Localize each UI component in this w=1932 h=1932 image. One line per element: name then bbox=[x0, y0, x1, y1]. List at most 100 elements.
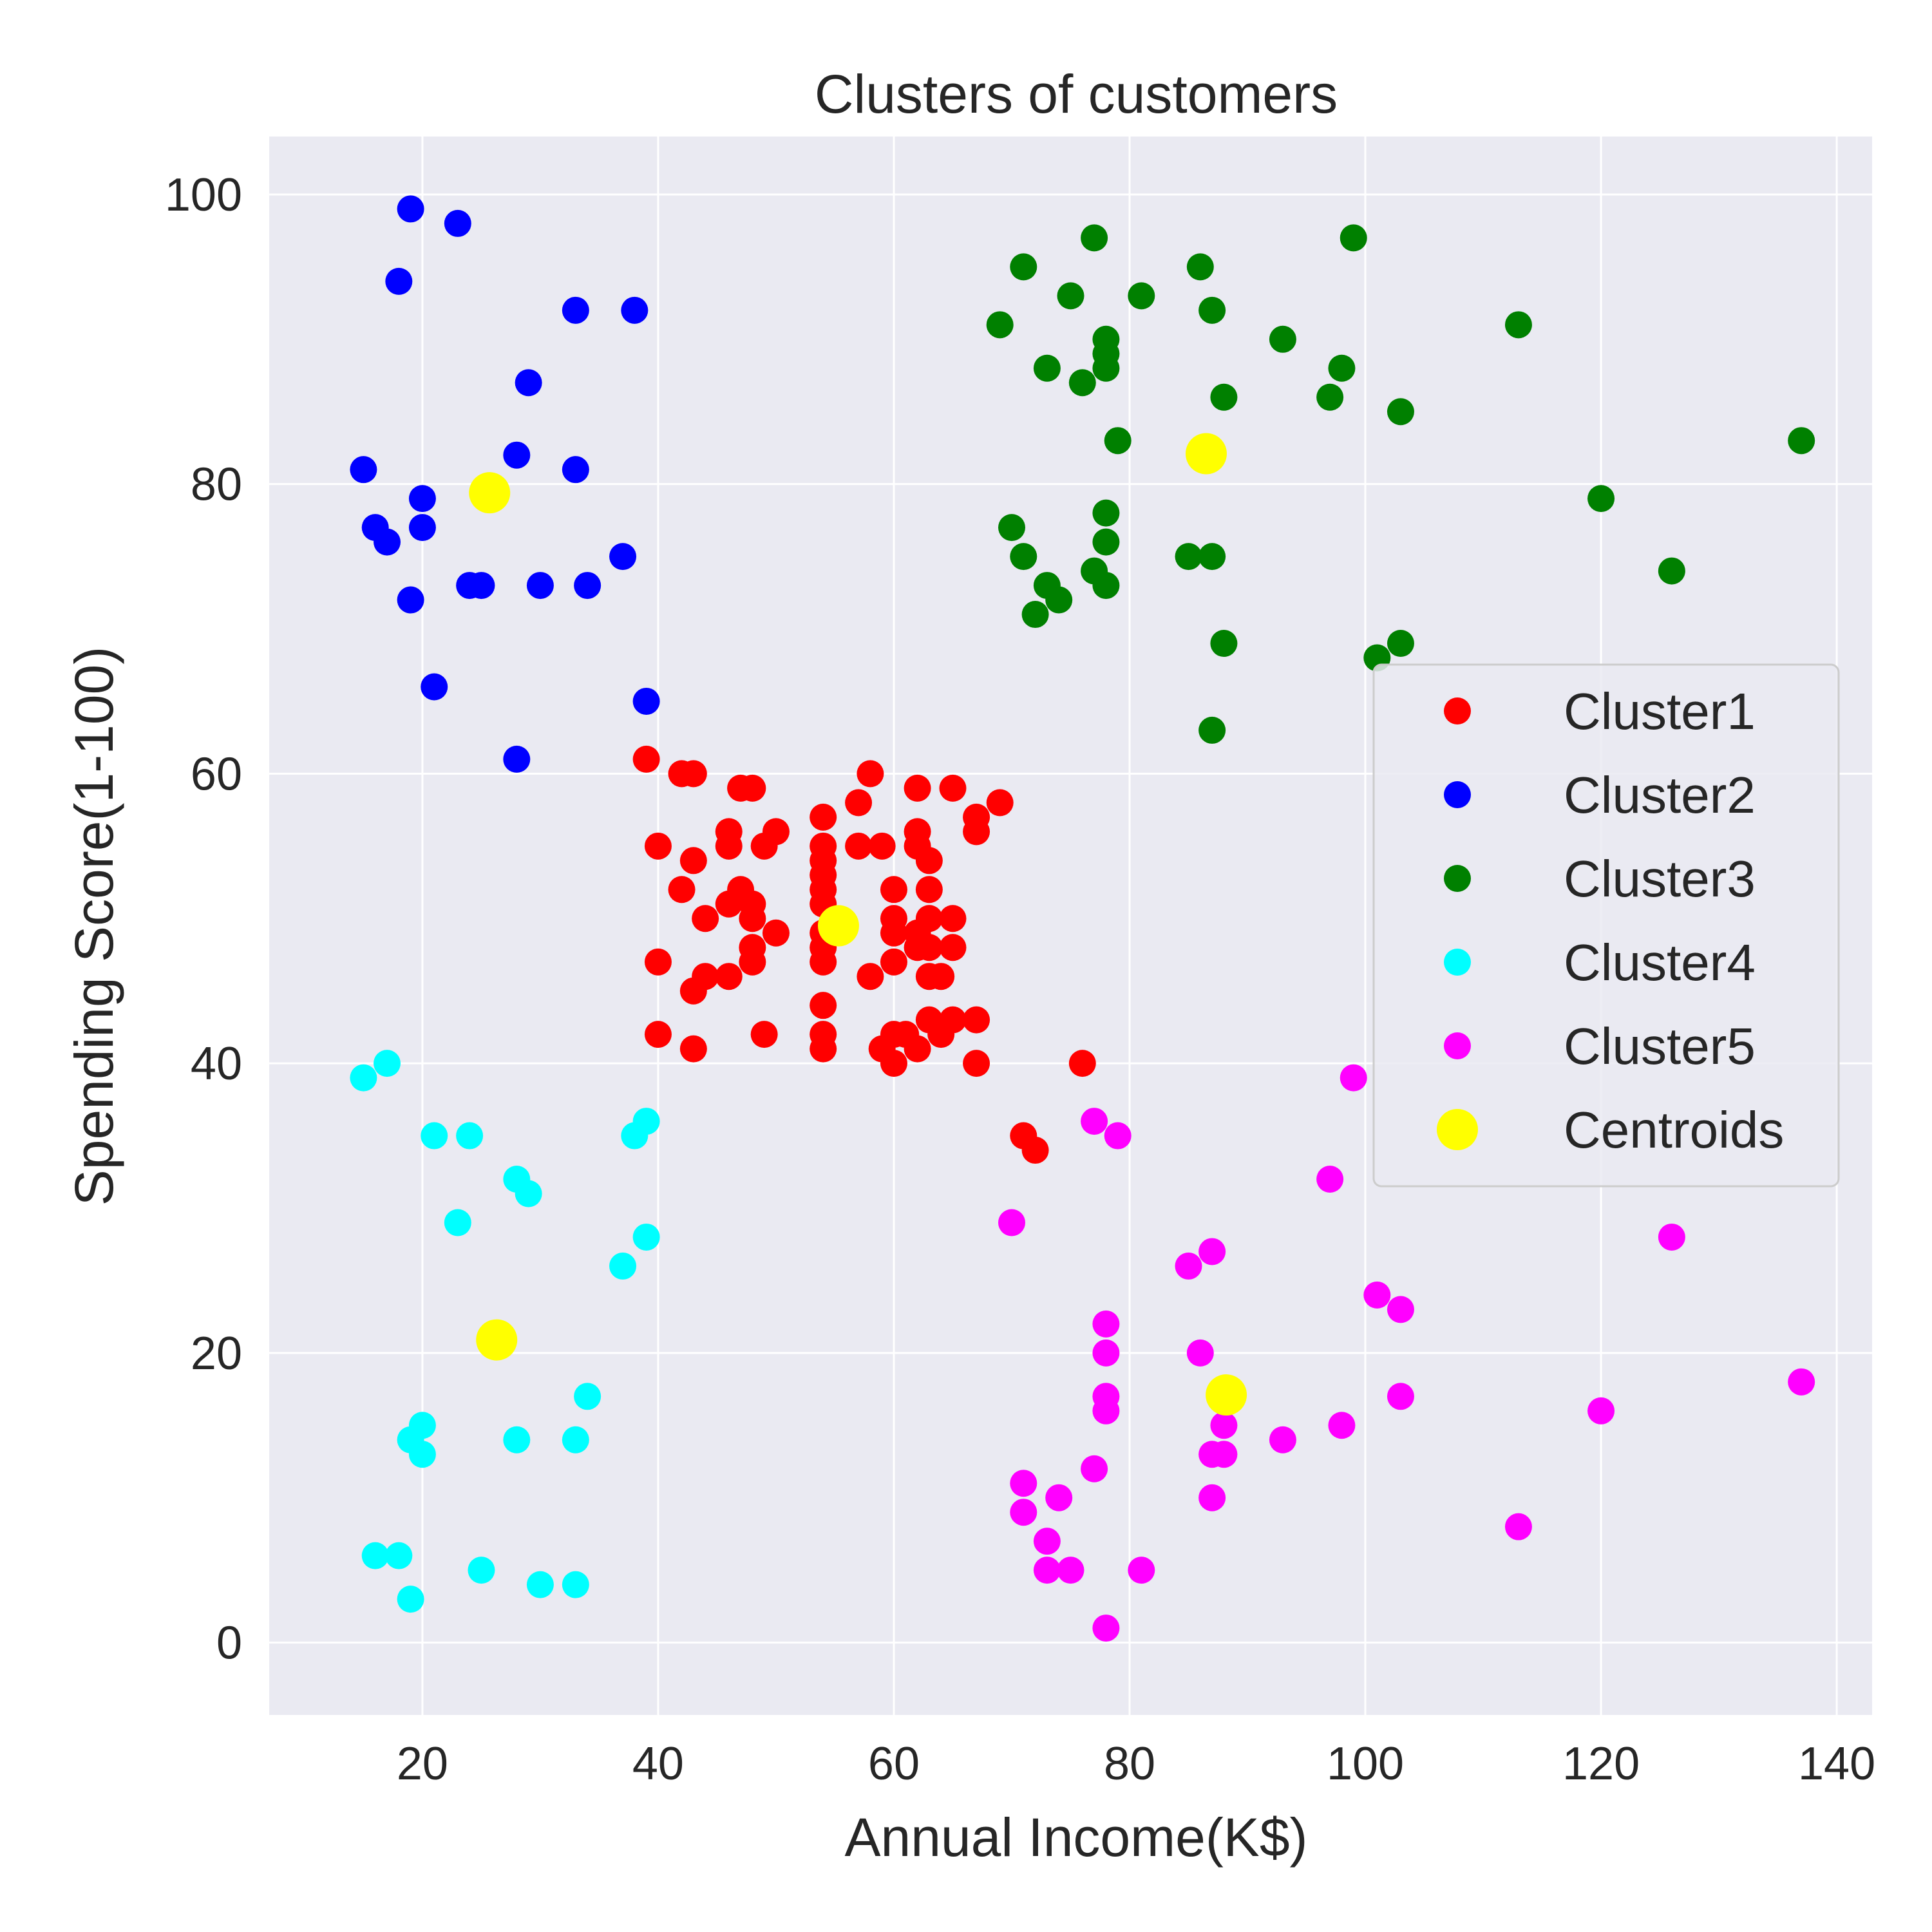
data-point bbox=[963, 1006, 990, 1034]
data-point bbox=[1504, 311, 1532, 339]
data-point bbox=[1104, 1122, 1132, 1150]
data-point bbox=[880, 876, 907, 904]
data-point bbox=[810, 1035, 837, 1063]
data-point bbox=[1198, 296, 1226, 324]
data-point bbox=[963, 818, 990, 846]
data-point bbox=[715, 832, 743, 860]
data-point bbox=[845, 789, 873, 817]
data-point bbox=[1057, 1557, 1084, 1584]
data-point bbox=[632, 1223, 660, 1251]
data-point bbox=[927, 1021, 955, 1048]
data-point bbox=[632, 687, 660, 715]
data-point bbox=[1081, 1108, 1108, 1135]
data-point bbox=[526, 1571, 554, 1598]
data-point bbox=[1788, 427, 1815, 455]
data-point bbox=[397, 586, 424, 614]
data-point bbox=[361, 1542, 389, 1569]
legend-label: Cluster2 bbox=[1564, 766, 1756, 824]
data-point bbox=[998, 1209, 1025, 1236]
y-axis-ticks: 0 20 40 60 80 100 bbox=[165, 169, 242, 1669]
data-point bbox=[810, 803, 837, 831]
legend-label: Cluster4 bbox=[1564, 934, 1756, 991]
y-axis-label: Spending Score(1-100) bbox=[64, 647, 124, 1206]
data-point bbox=[1328, 1412, 1356, 1439]
data-point bbox=[692, 905, 719, 933]
data-point bbox=[644, 948, 672, 976]
data-point bbox=[1210, 630, 1238, 658]
data-point bbox=[1363, 1281, 1391, 1309]
data-point bbox=[1316, 383, 1344, 411]
data-point bbox=[408, 1441, 436, 1468]
data-point bbox=[880, 948, 907, 976]
data-point bbox=[1340, 1064, 1367, 1092]
data-point bbox=[1057, 282, 1084, 310]
data-point bbox=[762, 919, 790, 947]
data-point bbox=[609, 1252, 637, 1280]
data-points bbox=[350, 195, 1815, 1642]
y-tick-label: 80 bbox=[191, 459, 242, 511]
data-point bbox=[644, 832, 672, 860]
data-point bbox=[515, 369, 542, 397]
data-point bbox=[503, 441, 531, 469]
data-point bbox=[963, 1050, 990, 1077]
data-point bbox=[679, 760, 707, 788]
data-point bbox=[621, 1122, 649, 1150]
data-point bbox=[526, 572, 554, 600]
legend-marker bbox=[1444, 949, 1471, 976]
data-point bbox=[1092, 528, 1120, 556]
data-point bbox=[1269, 325, 1296, 353]
data-point bbox=[1092, 1615, 1120, 1642]
y-tick-label: 100 bbox=[165, 169, 242, 221]
data-point bbox=[1010, 1499, 1037, 1526]
data-point bbox=[456, 1122, 484, 1150]
data-point bbox=[857, 760, 884, 788]
data-point bbox=[1587, 485, 1615, 513]
legend-marker bbox=[1444, 697, 1471, 724]
y-tick-label: 60 bbox=[191, 748, 242, 800]
data-point bbox=[574, 1383, 601, 1410]
data-point bbox=[1198, 543, 1226, 571]
data-point bbox=[1387, 1383, 1414, 1410]
centroid-point bbox=[1185, 433, 1227, 475]
legend-label: Cluster5 bbox=[1564, 1018, 1756, 1075]
data-point bbox=[715, 963, 743, 990]
data-point bbox=[1198, 1238, 1226, 1265]
data-point bbox=[939, 905, 967, 933]
x-tick-label: 100 bbox=[1327, 1738, 1404, 1790]
legend-marker bbox=[1444, 865, 1471, 892]
data-point bbox=[421, 1122, 448, 1150]
data-point bbox=[1186, 1339, 1214, 1367]
x-tick-label: 40 bbox=[632, 1738, 684, 1790]
data-point bbox=[1021, 601, 1049, 629]
y-tick-label: 40 bbox=[191, 1038, 242, 1090]
data-point bbox=[915, 934, 943, 961]
data-point bbox=[1198, 716, 1226, 744]
data-point bbox=[374, 1050, 401, 1077]
data-point bbox=[845, 832, 873, 860]
data-point bbox=[1210, 1441, 1238, 1468]
data-point bbox=[468, 572, 495, 600]
data-point bbox=[927, 963, 955, 990]
legend-marker bbox=[1437, 1109, 1478, 1150]
data-point bbox=[1175, 1252, 1202, 1280]
data-point bbox=[408, 485, 436, 513]
data-point bbox=[986, 311, 1014, 339]
data-point bbox=[421, 673, 448, 701]
data-point bbox=[679, 977, 707, 1005]
data-point bbox=[1092, 1397, 1120, 1425]
data-point bbox=[915, 876, 943, 904]
series-cluster3 bbox=[986, 224, 1815, 744]
data-point bbox=[1092, 1339, 1120, 1367]
data-point bbox=[1269, 1426, 1296, 1454]
data-point bbox=[503, 1426, 531, 1454]
data-point bbox=[397, 195, 424, 223]
x-axis-label: Annual Income(K$) bbox=[844, 1807, 1307, 1868]
data-point bbox=[998, 514, 1025, 542]
data-point bbox=[1033, 354, 1061, 382]
data-point bbox=[1068, 1050, 1096, 1077]
data-point bbox=[1198, 1484, 1226, 1511]
data-point bbox=[1788, 1368, 1815, 1396]
centroid-point bbox=[1206, 1374, 1247, 1416]
data-point bbox=[644, 1021, 672, 1048]
